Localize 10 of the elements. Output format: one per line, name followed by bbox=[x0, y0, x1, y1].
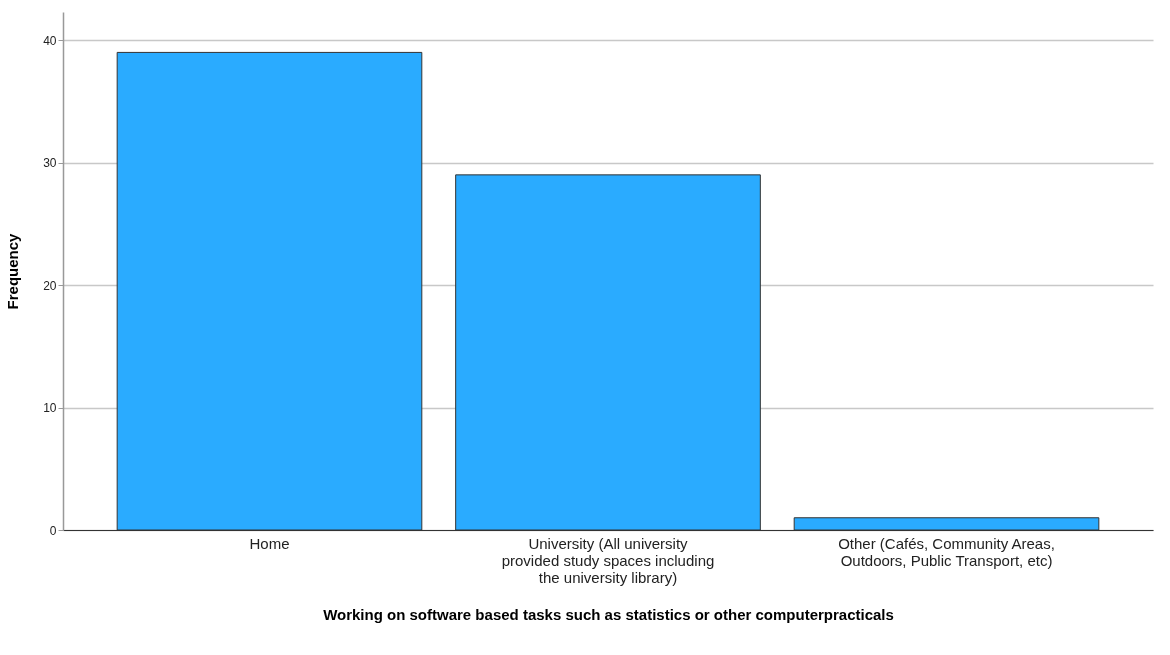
x-tick-label: Home bbox=[249, 534, 290, 552]
y-tick-label: 0 bbox=[49, 523, 57, 538]
x-tick-label: University (All university provided study spaces including the university library) bbox=[501, 534, 715, 586]
x-tick-label: Other (Cafés, Community Areas, Outdoors, Public Transport, etc) bbox=[838, 534, 1055, 569]
y-tick-label: 10 bbox=[43, 401, 57, 416]
x-axis-title: Working on software based tasks such as statistics or other computerpracticals bbox=[323, 605, 894, 623]
y-tick-label: 30 bbox=[43, 156, 57, 171]
y-axis-title: Frequency bbox=[4, 232, 22, 310]
y-tick-label: 40 bbox=[43, 33, 57, 48]
y-tick-label: 20 bbox=[43, 278, 57, 293]
